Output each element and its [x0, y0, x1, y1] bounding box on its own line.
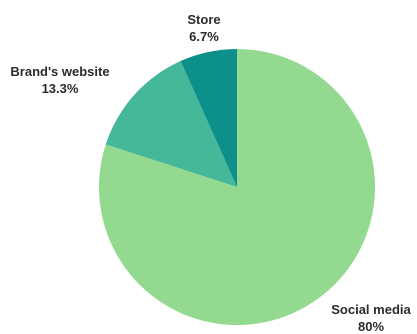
pie-slices	[98, 49, 376, 325]
label-brands-website-name: Brand's website	[10, 64, 109, 79]
label-social-media-value: 80%	[358, 319, 384, 334]
label-store-value: 6.7%	[189, 29, 219, 44]
label-store-name: Store	[187, 12, 220, 27]
slice-store	[180, 49, 237, 187]
label-social-media-name: Social media	[331, 302, 411, 317]
label-brands-website-value: 13.3%	[42, 81, 79, 96]
slice-brand-s-website	[105, 61, 237, 187]
